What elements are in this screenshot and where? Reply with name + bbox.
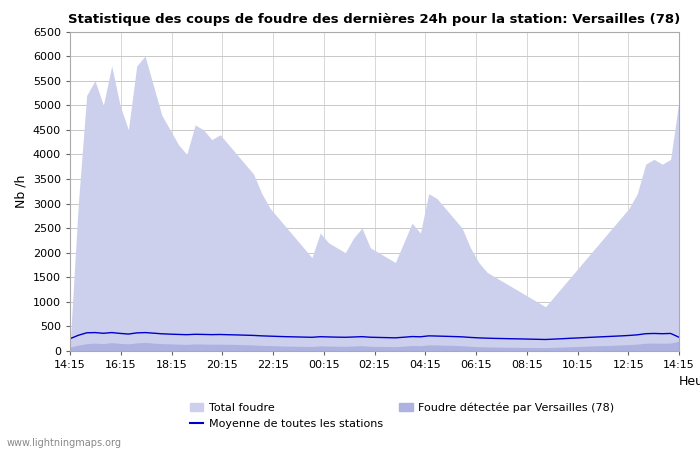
Text: Heure: Heure — [679, 375, 700, 388]
Title: Statistique des coups de foudre des dernières 24h pour la station: Versailles (7: Statistique des coups de foudre des dern… — [69, 13, 680, 26]
Y-axis label: Nb /h: Nb /h — [14, 175, 27, 208]
Legend: Total foudre, Moyenne de toutes les stations, Foudre détectée par Versailles (78: Total foudre, Moyenne de toutes les stat… — [186, 398, 619, 433]
Text: www.lightningmaps.org: www.lightningmaps.org — [7, 438, 122, 448]
